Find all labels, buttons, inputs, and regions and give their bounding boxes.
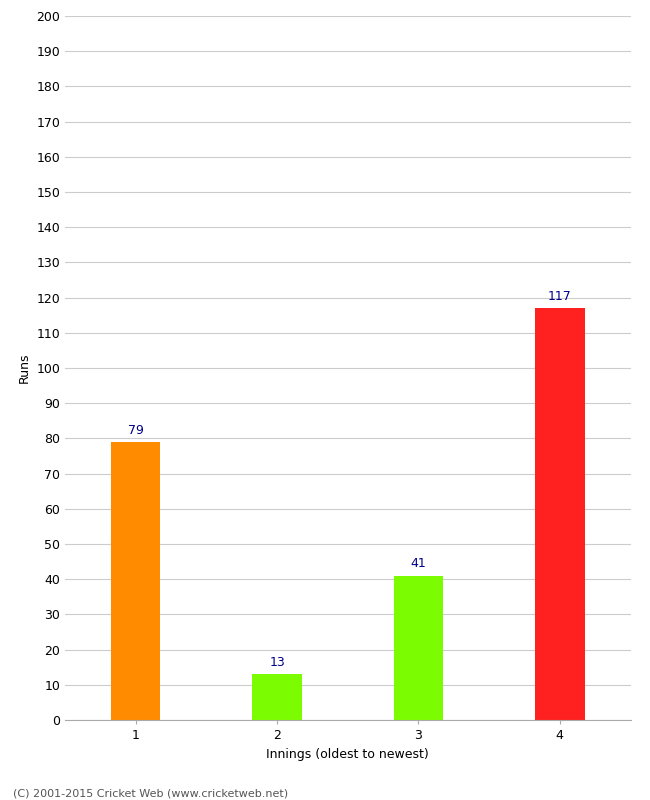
Text: 79: 79 [128, 424, 144, 437]
Text: 13: 13 [269, 656, 285, 669]
Text: (C) 2001-2015 Cricket Web (www.cricketweb.net): (C) 2001-2015 Cricket Web (www.cricketwe… [13, 788, 288, 798]
Text: 117: 117 [548, 290, 572, 303]
Bar [394, 576, 443, 720]
Text: 41: 41 [411, 558, 426, 570]
Y-axis label: Runs: Runs [18, 353, 31, 383]
Bar [535, 308, 584, 720]
X-axis label: Innings (oldest to newest): Innings (oldest to newest) [266, 747, 429, 761]
Bar [111, 442, 161, 720]
Bar [252, 674, 302, 720]
